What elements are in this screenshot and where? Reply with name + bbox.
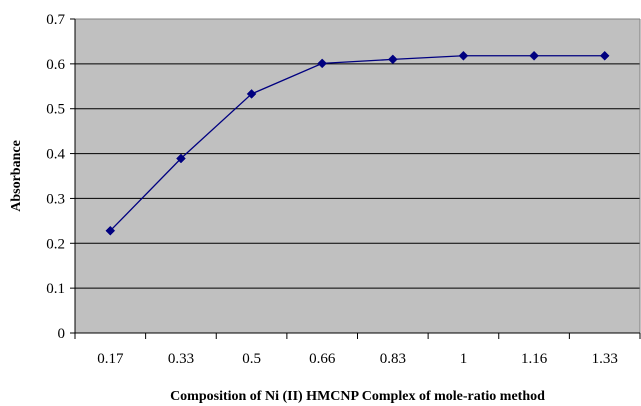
y-tick-label: 0.1 bbox=[46, 281, 65, 297]
x-tick-label: 1 bbox=[460, 351, 468, 367]
data-point-marker bbox=[458, 50, 469, 61]
y-tick-label: 0 bbox=[58, 326, 66, 342]
y-tick-label: 0.5 bbox=[46, 102, 65, 118]
x-tick-label: 0.17 bbox=[97, 351, 124, 367]
y-tick-label: 0.7 bbox=[46, 12, 65, 28]
y-tick-label: 0.6 bbox=[46, 57, 65, 73]
x-tick-label: 0.33 bbox=[168, 351, 194, 367]
y-tick-label: 0.4 bbox=[46, 147, 65, 163]
data-point-marker bbox=[387, 54, 398, 65]
y-tick-label: 0.3 bbox=[46, 191, 65, 207]
x-tick-label: 0.83 bbox=[380, 351, 406, 367]
x-tick-label: 0.66 bbox=[309, 351, 336, 367]
x-tick-label: 0.5 bbox=[242, 351, 261, 367]
x-axis-title: Composition of Ni (II) HMCNP Complex of … bbox=[170, 389, 545, 404]
gridlines bbox=[75, 18, 640, 334]
data-point-marker bbox=[529, 50, 539, 61]
data-point-marker bbox=[317, 58, 328, 69]
x-tick-label: 1.16 bbox=[521, 351, 548, 367]
y-axis-title: Absorbance bbox=[9, 140, 24, 212]
plot-area bbox=[75, 19, 640, 333]
data-point-marker bbox=[176, 153, 186, 164]
y-tick-label: 0.2 bbox=[46, 236, 65, 252]
data-point-marker bbox=[105, 225, 116, 236]
data-point-marker bbox=[599, 50, 610, 61]
x-tick-label: 1.33 bbox=[592, 351, 618, 367]
data-point-marker bbox=[246, 89, 257, 99]
data-series bbox=[105, 50, 610, 236]
plot-background bbox=[75, 19, 640, 333]
tick-labels: 0 0.1 0.2 0.3 0.4 0.5 0.6 0.7 0.17 0.33 0.5 0.66 0.8… bbox=[46, 12, 618, 367]
series-line bbox=[109, 55, 605, 232]
axes bbox=[70, 18, 641, 339]
